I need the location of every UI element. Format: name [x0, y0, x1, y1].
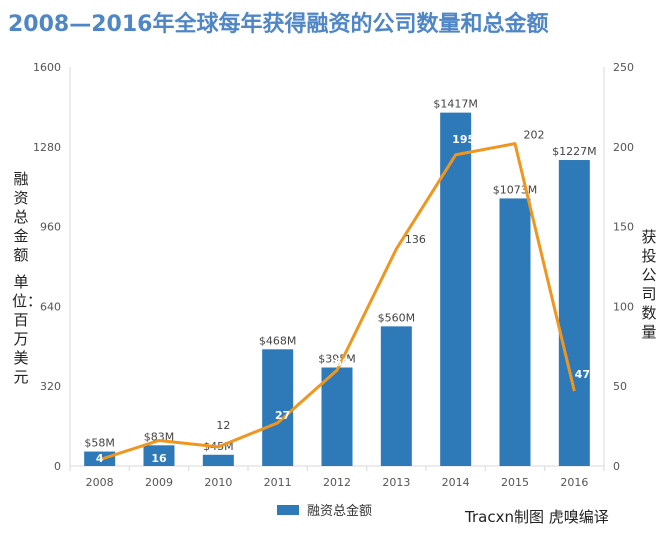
x-tick-label: 2015	[501, 476, 529, 489]
bar	[440, 112, 472, 467]
y-right-axis-label: 获投公司数量	[641, 228, 657, 341]
y-right-tick-label: 0	[613, 460, 620, 473]
bar	[380, 326, 412, 466]
bar-value-label: $1227M	[552, 145, 596, 158]
bar-value-label: $1417M	[433, 98, 477, 111]
line-series	[99, 142, 576, 462]
y-left-tick-label: 640	[40, 300, 61, 313]
line-value-label: 12	[216, 419, 230, 432]
bar	[202, 454, 234, 466]
line-value-label: 16	[151, 452, 167, 465]
y-left-tick-label: 1600	[33, 61, 61, 74]
x-tick-label: 2009	[145, 476, 173, 489]
x-tick-label: 2011	[264, 476, 292, 489]
x-tick-label: 2014	[442, 476, 470, 489]
line-value-label: 136	[405, 233, 426, 246]
line-value-label: 4	[96, 452, 104, 465]
line-value-label: 47	[575, 368, 590, 381]
y-right-tick-label: 100	[613, 300, 634, 313]
legend: 融资总金额	[277, 500, 372, 519]
line-value-label: 202	[524, 129, 545, 142]
bar	[499, 198, 531, 466]
bar	[558, 160, 590, 466]
bar-value-label: $395M	[318, 352, 356, 365]
x-tick-label: 2013	[382, 476, 410, 489]
y-right-tick-label: 50	[613, 380, 627, 393]
y-right-tick-label: 200	[613, 141, 634, 154]
line-value-label: 60	[334, 356, 350, 369]
bar-value-label: $468M	[259, 334, 297, 347]
y-left-tick-label: 960	[40, 221, 61, 234]
chart-title: 2008—2016年全球每年获得融资的公司数量和总金额	[8, 12, 549, 37]
y-left-tick-label: 1280	[33, 141, 61, 154]
line-value-label: 27	[275, 409, 290, 422]
y-left-tick-label: 320	[40, 380, 61, 393]
x-tick-label: 2010	[204, 476, 232, 489]
y-left-axis-label-2: 单位：百万美元	[12, 273, 43, 386]
y-left-tick-label: 0	[54, 460, 61, 473]
y-right-tick-label: 150	[613, 221, 634, 234]
legend-label: 融资总金额	[307, 504, 373, 519]
x-tick-label: 2016	[560, 476, 588, 489]
bar-value-label: $58M	[84, 437, 115, 450]
y-left-axis-label-1: 融资总金额	[13, 170, 29, 264]
bar	[143, 445, 175, 466]
x-tick-label: 2008	[86, 476, 114, 489]
bar-value-label: $1073M	[493, 183, 537, 196]
line-value-label: 195	[452, 133, 475, 146]
bar	[321, 367, 353, 466]
source-credit: Tracxn制图 虎嗅编译	[465, 508, 609, 526]
legend-swatch	[277, 504, 299, 515]
x-tick-label: 2012	[323, 476, 351, 489]
bar	[262, 349, 294, 466]
y-right-tick-label: 250	[613, 61, 634, 74]
bar-value-label: $560M	[378, 311, 416, 324]
